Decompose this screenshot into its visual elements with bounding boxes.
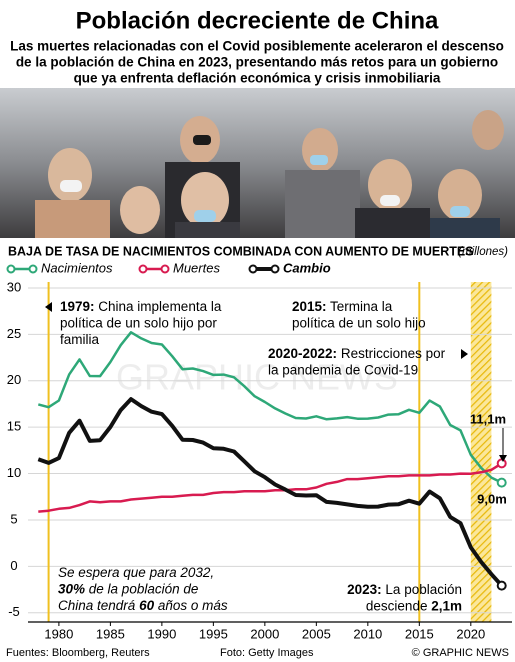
x-tick-label: 1990 (147, 626, 176, 641)
end-marker (496, 477, 507, 488)
credit: © GRAPHIC NEWS (412, 647, 509, 659)
legend-marker (28, 264, 38, 274)
annotation-segment: la pandemia de Covid-19 (268, 362, 418, 377)
legend-label: Nacimientos (41, 260, 113, 275)
series-line (37, 397, 504, 587)
annotation-segment: China tendrá (58, 598, 139, 613)
annotation: política de un solo hijo por (60, 315, 217, 330)
annotation-segment: de la población de (85, 581, 198, 596)
end-marker (496, 580, 507, 591)
annotation: 30% de la población de (58, 581, 198, 596)
photo-credit: Foto: Getty Images (220, 647, 314, 659)
end-label: 11,1m (470, 411, 506, 426)
end-marker (496, 458, 507, 469)
annotation: familia (60, 332, 100, 347)
y-tick-label: 0 (10, 558, 17, 573)
chart-title: BAJA DE TASA DE NACIMIENTOS COMBINADA CO… (8, 244, 474, 258)
annotation-segment: 30% (58, 581, 85, 596)
sources: Fuentes: Bloomberg, Reuters (6, 647, 150, 659)
legend-marker (6, 264, 16, 274)
y-tick-label: 5 (10, 511, 17, 526)
annotation-segment: familia (60, 332, 100, 347)
annotation: Se espera que para 2032, (58, 565, 214, 580)
x-tick-label: 2020 (456, 626, 485, 641)
annotation: 2020-2022: Restricciones por (268, 346, 446, 361)
annotation: 2023: La población (347, 582, 462, 597)
annotation-segment: años o más (154, 598, 228, 613)
legend-label: Cambio (283, 260, 331, 275)
y-tick-label: 30 (7, 279, 21, 294)
x-tick-label: 1995 (199, 626, 228, 641)
annotation-segment: La población (382, 582, 462, 597)
annotation-segment: Termina la (327, 299, 393, 314)
annotation-segment: China implementa la (95, 299, 222, 314)
y-tick-label: -5 (8, 604, 20, 619)
legend-marker (270, 264, 280, 274)
annotation: China tendrá 60 años o más (58, 598, 228, 613)
annotation-segment: 2015: (292, 299, 327, 314)
subtitle: Las muertes relacionadas con el Covid po… (10, 39, 504, 54)
series-line (38, 462, 503, 513)
y-tick-label: 10 (7, 465, 21, 480)
y-tick-label: 15 (7, 419, 21, 434)
watermark: GRAPHIC NEWS (116, 357, 398, 398)
unit-label: (millones) (458, 246, 508, 258)
y-tick-label: 25 (7, 326, 21, 341)
legend-marker (248, 264, 258, 274)
annotation: 1979: China implementa la (60, 299, 222, 314)
end-label: 9,0m (477, 491, 507, 506)
annotation-segment: Restricciones por (337, 346, 446, 361)
annotation: política de un solo hijo (292, 315, 426, 330)
annotation: la pandemia de Covid-19 (268, 362, 418, 377)
annotation-segment: 2020-2022: (268, 346, 337, 361)
annotation-segment: desciende (366, 598, 431, 613)
arrow-head (45, 302, 52, 312)
title: Población decreciente de China (76, 7, 439, 34)
annotation-segment: Se espera que para 2032, (58, 565, 214, 580)
x-tick-label: 1980 (44, 626, 73, 641)
annotation-segment: política de un solo hijo (292, 315, 426, 330)
arrow-head (461, 349, 468, 359)
series-line (37, 331, 503, 484)
x-tick-label: 2005 (302, 626, 331, 641)
annotation: desciende 2,1m (366, 598, 462, 613)
x-tick-label: 1985 (96, 626, 125, 641)
annotation-segment: política de un solo hijo por (60, 315, 217, 330)
annotation-segment: 1979: (60, 299, 95, 314)
x-tick-label: 2015 (405, 626, 434, 641)
legend-marker (138, 264, 148, 274)
arrow-head (499, 455, 507, 462)
subtitle: de la población de China en 2023, presen… (16, 55, 498, 70)
legend-label: Muertes (173, 260, 220, 275)
annotation-segment: 2023: (347, 582, 382, 597)
x-tick-label: 2010 (353, 626, 382, 641)
photo (0, 88, 515, 238)
y-tick-label: 20 (7, 372, 21, 387)
annotation-segment: 2,1m (431, 598, 462, 613)
legend-marker (160, 264, 170, 274)
x-tick-label: 2000 (250, 626, 279, 641)
highlight-band (470, 282, 492, 622)
annotation: 2015: Termina la (292, 299, 393, 314)
subtitle: que ya enfrenta deflación económica y cr… (74, 71, 441, 86)
annotation-segment: 60 (139, 598, 155, 613)
